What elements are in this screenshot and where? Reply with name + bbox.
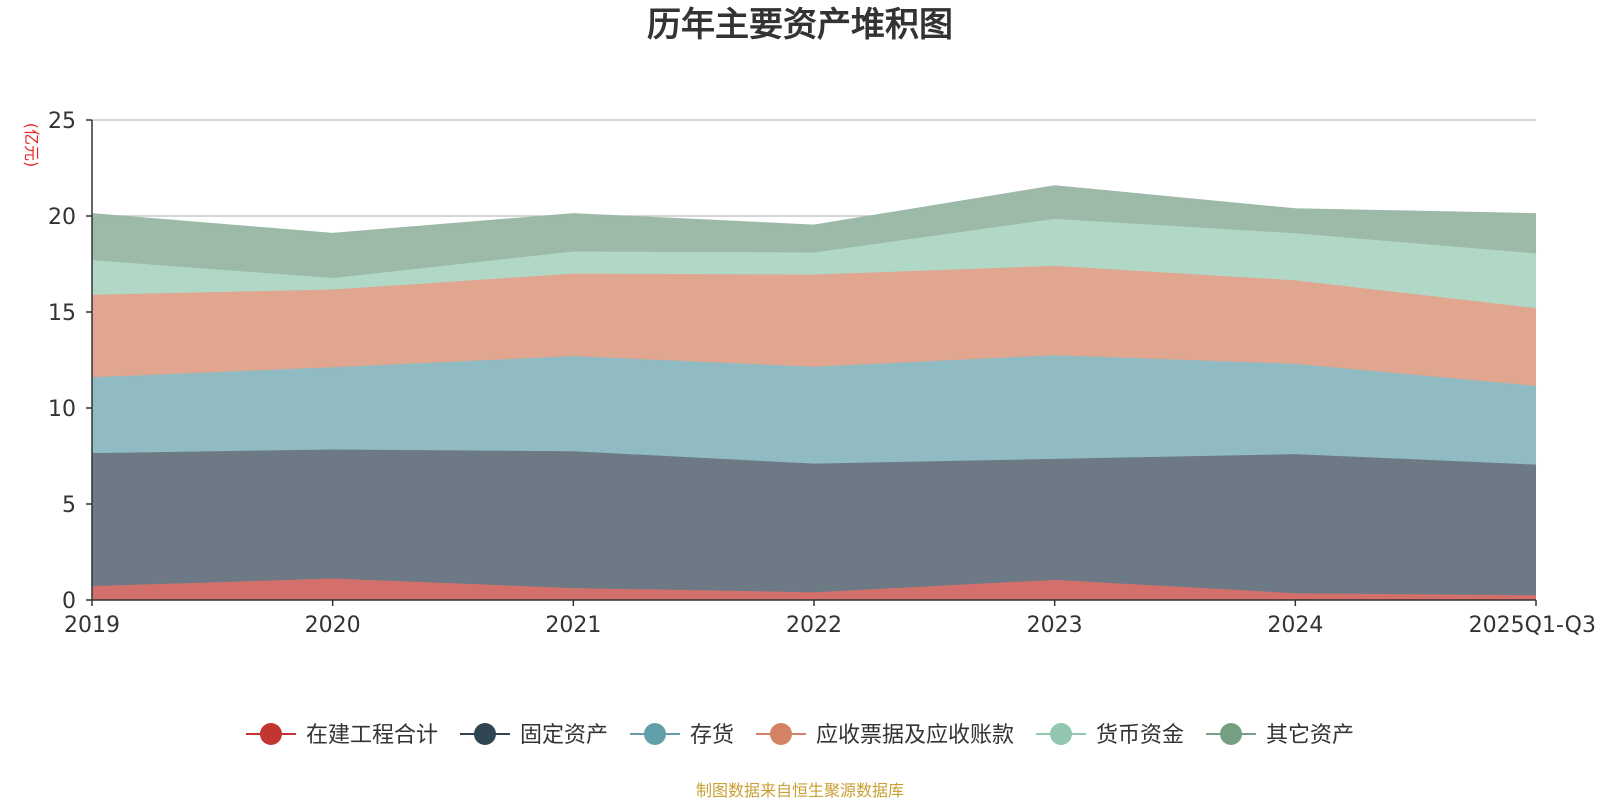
axes: 0 5 10 15 20 25 2019 2020 2021 2022 2023 2024 2025Q1… (48, 109, 1596, 638)
legend-label: 应收票据及应收账款 (816, 723, 1014, 748)
x-tick-label: 2023 (1027, 613, 1083, 638)
legend-item-3[interactable]: 存货 (629, 723, 734, 748)
legend-label: 固定资产 (520, 723, 608, 748)
legend-label: 在建工程合计 (306, 723, 438, 748)
area-series (91, 185, 1537, 600)
legend-item-1[interactable]: 在建工程合计 (245, 723, 438, 748)
legend-item-6[interactable]: 其它资产 (1206, 723, 1354, 748)
y-tick-label: 15 (48, 301, 76, 326)
x-tick-label: 2025Q1-Q3 (1469, 613, 1596, 638)
area-series-line-6 (91, 185, 1537, 235)
area-series-3 (92, 355, 1536, 465)
chart-title: 历年主要资产堆积图 (647, 5, 953, 45)
area-series-6 (92, 186, 1536, 279)
legend-dot-marker (259, 723, 282, 745)
y-tick-label: 10 (48, 397, 76, 422)
legend[interactable]: 在建工程合计 固定资产 存货 应收票据及应收账款 货币资金 其它资产 (245, 723, 1354, 748)
legend-dot-marker (1050, 723, 1073, 745)
source-note: 制图数据来自恒生聚源数据库 (696, 781, 904, 800)
legend-dot-marker (643, 723, 666, 745)
legend-item-4[interactable]: 应收票据及应收账款 (756, 723, 1014, 748)
y-tick-label: 0 (62, 589, 76, 614)
legend-dot-marker (473, 723, 496, 745)
legend-label: 存货 (690, 723, 734, 748)
legend-label: 货币资金 (1096, 723, 1184, 748)
x-tick-label: 2021 (545, 613, 601, 638)
area-series-5 (92, 218, 1536, 309)
area-series-4 (92, 265, 1536, 386)
y-tick-label: 25 (48, 109, 76, 134)
x-tick-label: 2020 (305, 613, 361, 638)
legend-label: 其它资产 (1266, 723, 1354, 748)
y-tick-label: 5 (62, 493, 76, 518)
x-tick-label: 2019 (64, 613, 120, 638)
y-axis-unit-label: (亿元) (22, 123, 41, 168)
legend-item-2[interactable]: 固定资产 (459, 723, 608, 748)
area-series-2 (92, 449, 1536, 596)
y-tick-label: 20 (48, 205, 76, 230)
legend-item-5[interactable]: 货币资金 (1036, 723, 1184, 748)
x-tick-label: 2024 (1267, 613, 1323, 638)
legend-dot-marker (770, 723, 792, 745)
legend-dot-marker (1220, 723, 1243, 745)
x-tick-label: 2022 (786, 613, 842, 638)
